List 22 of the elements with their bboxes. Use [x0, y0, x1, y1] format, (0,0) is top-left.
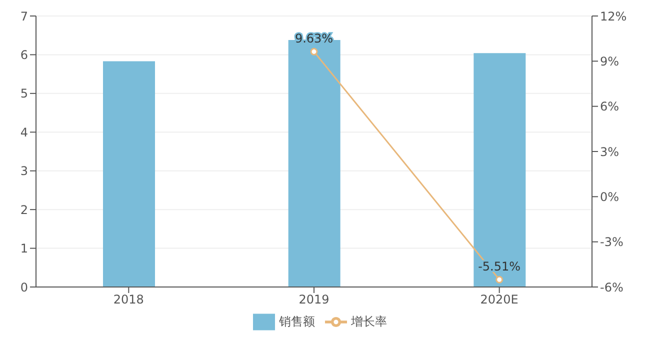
legend-label: 销售额 [279, 314, 315, 328]
y2-tick-label: -6% [600, 280, 624, 294]
y-tick-label: 5 [20, 86, 28, 101]
y2-tick-label: 0% [600, 190, 620, 204]
x-tick-label: 2020E [480, 292, 518, 307]
y-tick-label: 1 [20, 242, 28, 256]
y-tick-label: 7 [20, 9, 28, 24]
y-tick-label: 6 [20, 48, 28, 62]
y2-tick-label: 12% [600, 9, 627, 24]
bar [103, 61, 155, 287]
y2-tick-label: 6% [600, 100, 620, 114]
y-tick-label: 4 [20, 125, 28, 140]
y-tick-label: 3 [20, 164, 28, 178]
y-tick-label: 2 [20, 202, 28, 217]
bar [474, 53, 526, 287]
y2-tick-label: -3% [600, 235, 624, 250]
y2-tick-label: 3% [600, 144, 620, 159]
x-tick-label: 2018 [113, 292, 144, 307]
y2-tick-label: 9% [600, 54, 620, 68]
y-tick-label: 0 [20, 280, 28, 294]
legend-label: 增长率 [351, 314, 387, 328]
x-tick-label: 2019 [298, 292, 330, 307]
